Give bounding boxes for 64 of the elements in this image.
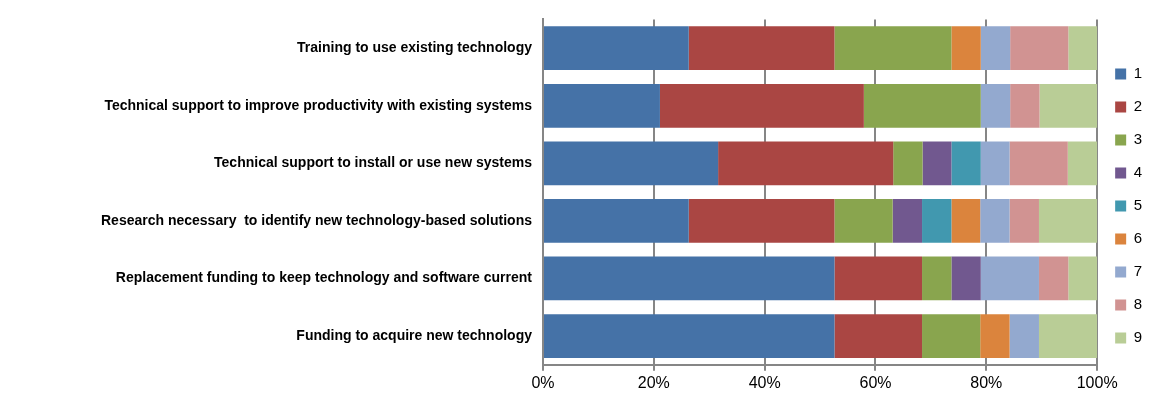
bar bbox=[1038, 314, 1098, 358]
bar bbox=[951, 141, 981, 186]
legend-label: 1 bbox=[1133, 64, 1142, 82]
legend-label: 9 bbox=[1133, 328, 1142, 346]
bar bbox=[1068, 256, 1098, 301]
bar bbox=[980, 83, 1011, 128]
bar bbox=[1009, 314, 1039, 358]
x-tick-label: 100% bbox=[1076, 373, 1118, 391]
bar bbox=[1038, 199, 1098, 243]
bar bbox=[1010, 83, 1040, 128]
bar bbox=[951, 199, 981, 243]
bar bbox=[659, 83, 864, 128]
legend-label: 5 bbox=[1133, 196, 1142, 214]
bar bbox=[980, 256, 1039, 301]
bar bbox=[892, 199, 923, 243]
y-tick-label: Technical support to improve productivity with existing systems bbox=[104, 96, 533, 113]
y-tick-label: Technical support to install or use new systems bbox=[214, 154, 533, 171]
bar bbox=[1010, 26, 1069, 71]
legend-label: 7 bbox=[1133, 262, 1142, 280]
legend-label: 4 bbox=[1133, 163, 1142, 181]
bar bbox=[544, 26, 689, 71]
y-tick-label: Funding to acquire new technology bbox=[296, 326, 533, 343]
bar bbox=[718, 141, 894, 186]
x-tick-label: 80% bbox=[970, 373, 1003, 391]
bar bbox=[544, 83, 660, 128]
legend-label: 6 bbox=[1133, 229, 1142, 247]
bar bbox=[1009, 199, 1039, 243]
bar bbox=[951, 256, 981, 301]
bar bbox=[863, 83, 981, 128]
bar bbox=[544, 141, 719, 186]
x-tick-label: 0% bbox=[531, 373, 555, 391]
bar bbox=[544, 314, 835, 358]
bar bbox=[1039, 83, 1098, 128]
bar bbox=[980, 199, 1010, 243]
bar bbox=[980, 26, 1011, 71]
legend-label: 3 bbox=[1133, 130, 1142, 148]
bar bbox=[893, 141, 923, 186]
bar bbox=[922, 314, 981, 358]
bar bbox=[980, 314, 1010, 358]
bar bbox=[544, 199, 689, 243]
bar bbox=[1067, 141, 1098, 186]
bar bbox=[922, 199, 952, 243]
bar bbox=[834, 314, 923, 358]
x-tick-label: 60% bbox=[859, 373, 892, 391]
x-tick-label: 40% bbox=[748, 373, 781, 391]
bar bbox=[922, 141, 952, 186]
bar bbox=[951, 26, 981, 71]
y-tick-label: Research necessary to identify new technology-based solutions bbox=[100, 211, 533, 228]
bar bbox=[1038, 256, 1069, 301]
y-tick-label: Replacement funding to keep technology and software current bbox=[115, 269, 533, 286]
bar bbox=[922, 256, 952, 301]
bar bbox=[1009, 141, 1068, 186]
legend-label: 8 bbox=[1133, 295, 1142, 313]
bar bbox=[1068, 26, 1098, 71]
bar bbox=[834, 26, 952, 71]
bar bbox=[544, 256, 835, 301]
y-tick-label: Training to use existing technology bbox=[297, 39, 533, 56]
legend-label: 2 bbox=[1133, 97, 1142, 115]
bar bbox=[980, 141, 1010, 186]
bar bbox=[688, 26, 835, 71]
x-tick-label: 20% bbox=[637, 373, 670, 391]
bar bbox=[834, 256, 923, 301]
bar bbox=[834, 199, 893, 243]
bar bbox=[688, 199, 835, 243]
